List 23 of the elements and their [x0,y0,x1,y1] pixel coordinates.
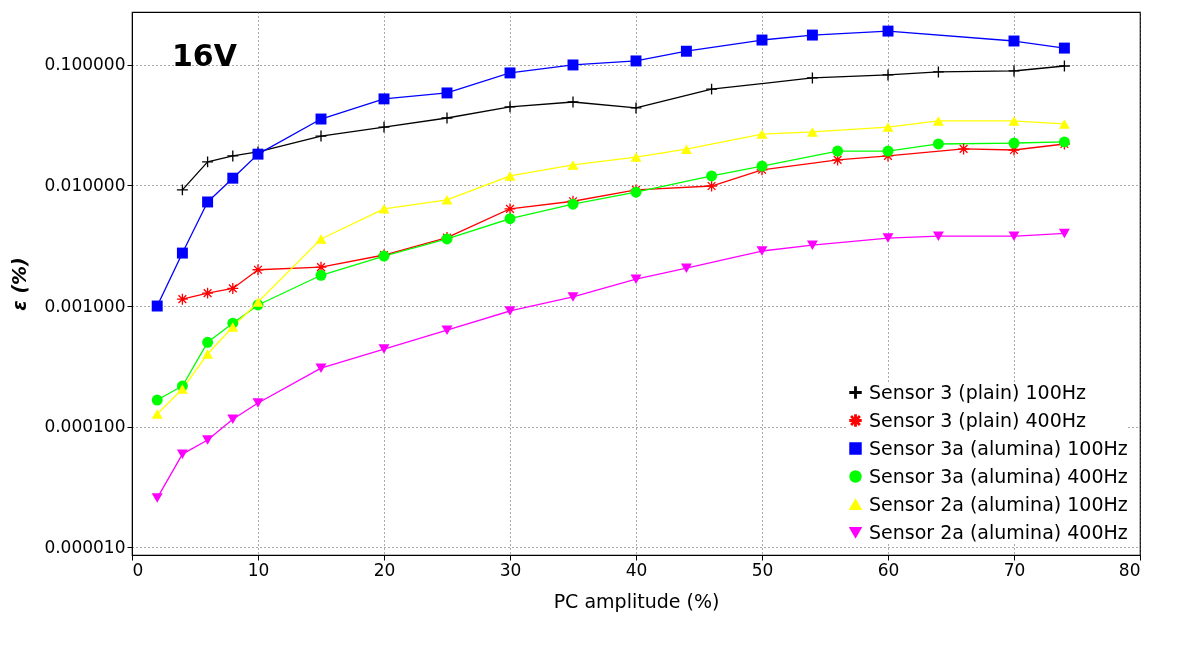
legend-label: Sensor 2a (alumina) 400Hz [869,520,1128,543]
y-axis-title: ε (%) [8,257,31,311]
x-tick-label: 20 [373,559,396,580]
x-tick-label: 80 [1118,559,1141,580]
legend-label: Sensor 3a (alumina) 100Hz [869,436,1128,459]
x-axis-title: PC amplitude (%) [553,589,720,612]
x-tick-label: 50 [751,559,774,580]
y-tick-label: 0.001000 [44,295,126,316]
annotation: 16V [172,38,238,73]
x-tick-label: 70 [1003,559,1026,580]
y-tick-label: 0.010000 [44,174,126,195]
legend-label: Sensor 3 (plain) 400Hz [869,408,1087,431]
legend-label: Sensor 2a (alumina) 100Hz [869,492,1128,515]
y-tick-label: 0.000100 [44,416,126,437]
x-tick-label: 30 [499,559,522,580]
x-tick-label: 60 [877,559,900,580]
x-tick-label: 40 [625,559,648,580]
x-tick-label: 0 [132,559,144,580]
y-tick-label: 0.000010 [44,536,126,557]
legend-label: Sensor 3 (plain) 100Hz [869,380,1087,403]
y-tick-label: 0.100000 [44,54,126,75]
x-tick-label: 10 [247,559,270,580]
legend-label: Sensor 3a (alumina) 400Hz [869,464,1128,487]
